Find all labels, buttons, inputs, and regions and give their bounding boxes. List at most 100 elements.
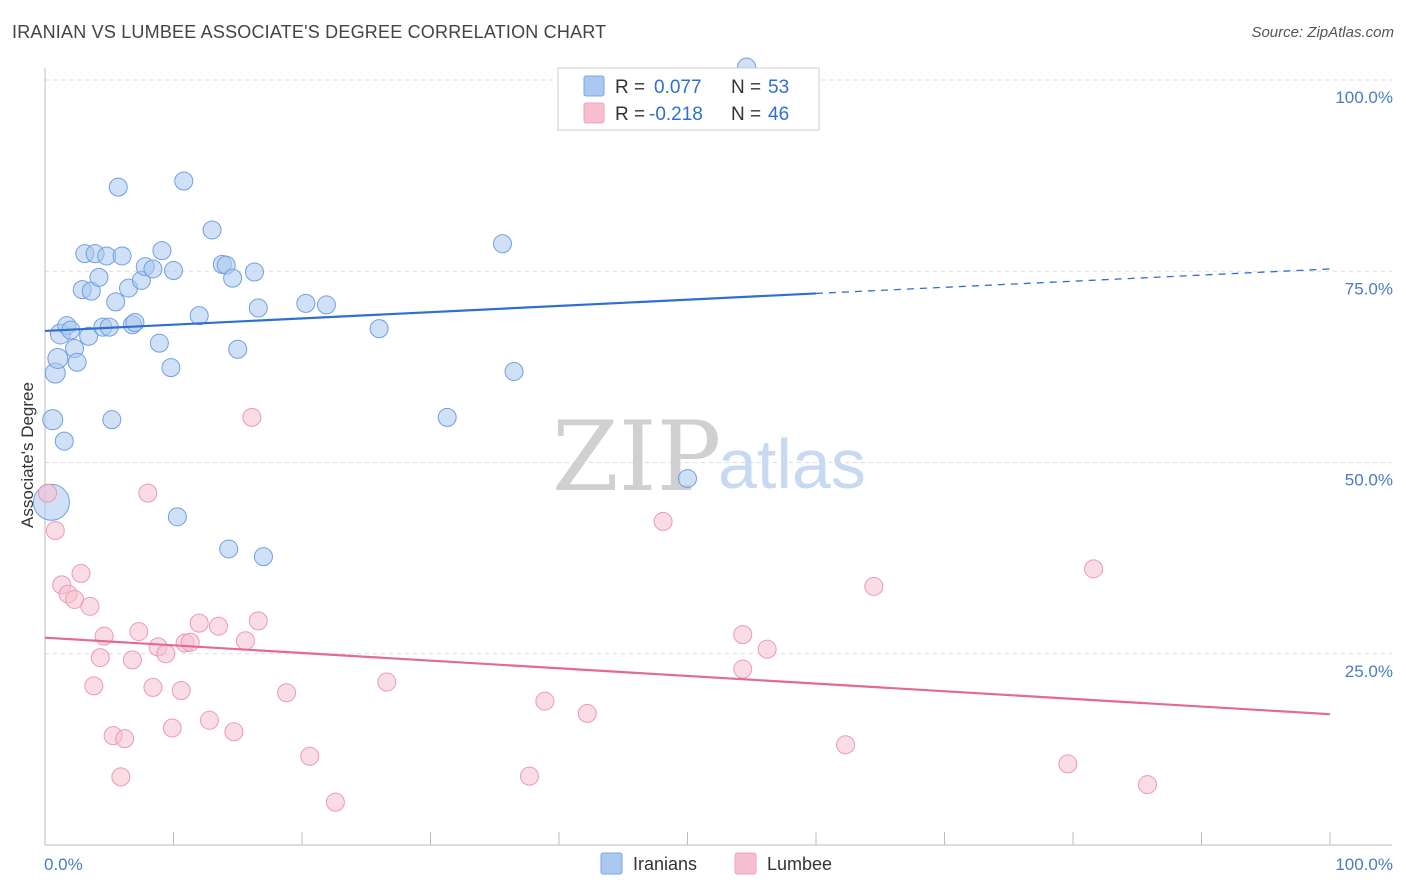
lumbee-point: [143, 677, 163, 697]
lumbee-point: [733, 625, 753, 645]
lumbee-point: [300, 746, 320, 766]
y-axis-title: Associate's Degree: [18, 382, 37, 528]
lumbee-point: [45, 521, 65, 541]
lumbee-point: [325, 792, 345, 812]
iranians-point: [149, 333, 169, 353]
legend-swatch-lumbee: [583, 102, 605, 124]
x-tick-marks: [44, 832, 1331, 845]
lumbee-point: [180, 632, 200, 652]
iranians-point: [248, 298, 268, 318]
lumbee-point: [1084, 559, 1104, 579]
iranians-point: [296, 293, 316, 313]
iranians-point: [202, 220, 222, 240]
iranians-point: [369, 319, 389, 339]
lumbee-point: [90, 648, 110, 668]
legend-n-value-iranians: 53: [768, 77, 789, 98]
lumbee-point: [38, 483, 58, 503]
iranians-point: [79, 326, 99, 346]
iranians-point: [102, 410, 122, 430]
iranians-point: [437, 407, 457, 427]
lumbee-point: [199, 710, 219, 730]
lumbee-point: [519, 766, 539, 786]
legend-r-value-iranians: 0.077: [654, 77, 702, 98]
iranians-point: [143, 259, 163, 279]
lumbee-trend-line: [44, 636, 1331, 716]
iranians-point: [228, 339, 248, 359]
lumbee-point: [733, 659, 753, 679]
legend-n-value-lumbee: 46: [768, 104, 789, 125]
iranians-point: [678, 469, 697, 489]
lumbee-point: [129, 622, 149, 642]
iranians-point: [42, 409, 64, 431]
watermark-atlas: atlas: [718, 425, 866, 503]
gridlines: [45, 79, 1392, 655]
lumbee-point: [836, 735, 856, 755]
watermark-zip: ZIP: [552, 401, 721, 513]
lumbee-point: [111, 767, 131, 787]
iranians-point: [161, 358, 181, 378]
lumbee-point: [208, 616, 228, 636]
iranians-point: [106, 292, 126, 312]
legend-n-label-iranians: N =: [731, 77, 761, 98]
lumbee-point: [1058, 754, 1078, 774]
legend-r-label-iranians: R =: [615, 77, 645, 98]
iranians-point: [189, 306, 209, 326]
lumbee-point: [80, 596, 100, 616]
lumbee-point: [1138, 775, 1158, 795]
trend-lines: [44, 268, 1331, 716]
lumbee-point: [235, 631, 255, 651]
y-tick-label: 50.0%: [1345, 471, 1393, 490]
legend-swatch-iranians: [583, 75, 605, 97]
iranians-point: [125, 313, 145, 333]
x-tick-label-min: 0.0%: [44, 855, 83, 874]
lumbee-point: [189, 613, 209, 633]
x-tick-label-max: 100.0%: [1335, 855, 1393, 874]
series-legend-swatch-iranians: [600, 852, 623, 875]
series-legend: Iranians Lumbee: [600, 852, 832, 875]
lumbee-point: [138, 483, 158, 503]
lumbee-point: [248, 611, 268, 631]
lumbee-point: [277, 683, 297, 703]
iranians-point: [492, 234, 512, 254]
lumbee-point: [653, 511, 673, 531]
lumbee-point: [71, 563, 91, 583]
iranians-point: [164, 260, 183, 280]
lumbee-point: [864, 576, 884, 596]
iranians-point: [152, 241, 172, 261]
series-legend-swatch-lumbee: [734, 852, 757, 875]
lumbee-point: [122, 650, 142, 670]
iranians-point: [253, 547, 273, 567]
series-legend-label-lumbee: Lumbee: [767, 854, 832, 874]
lumbee-point: [84, 676, 104, 696]
source-label: Source: ZipAtlas.com: [1251, 24, 1394, 41]
lumbee-point: [162, 718, 182, 738]
iranians-point: [504, 361, 524, 381]
lumbee-point: [757, 639, 777, 659]
lumbee-point: [242, 407, 262, 427]
iranians-point: [174, 171, 194, 191]
lumbee-point: [577, 703, 597, 723]
iranians-trend-extension: [815, 268, 1331, 295]
iranians-point: [167, 507, 187, 527]
y-tick-label: 100.0%: [1335, 88, 1393, 107]
y-tick-label: 75.0%: [1345, 279, 1393, 298]
iranians-point: [89, 267, 109, 287]
iranians-point: [108, 177, 128, 197]
iranians-point: [316, 295, 336, 315]
iranians-point: [47, 347, 69, 369]
watermark: ZIP atlas: [552, 401, 866, 513]
legend-r-value-lumbee: -0.218: [649, 104, 703, 125]
lumbee-point: [224, 722, 244, 742]
legend-r-label-lumbee: R =: [615, 104, 645, 125]
y-tick-label: 25.0%: [1345, 662, 1393, 681]
chart-title: IRANIAN VS LUMBEE ASSOCIATE'S DEGREE COR…: [12, 22, 607, 42]
legend-n-label-lumbee: N =: [731, 104, 761, 125]
iranians-point: [244, 262, 264, 282]
iranians-point: [67, 352, 87, 372]
lumbee-point: [156, 644, 176, 664]
iranians-point: [54, 431, 74, 451]
series-legend-label-iranians: Iranians: [633, 854, 697, 874]
lumbee-point: [535, 691, 555, 711]
iranians-trend-line: [44, 292, 817, 333]
